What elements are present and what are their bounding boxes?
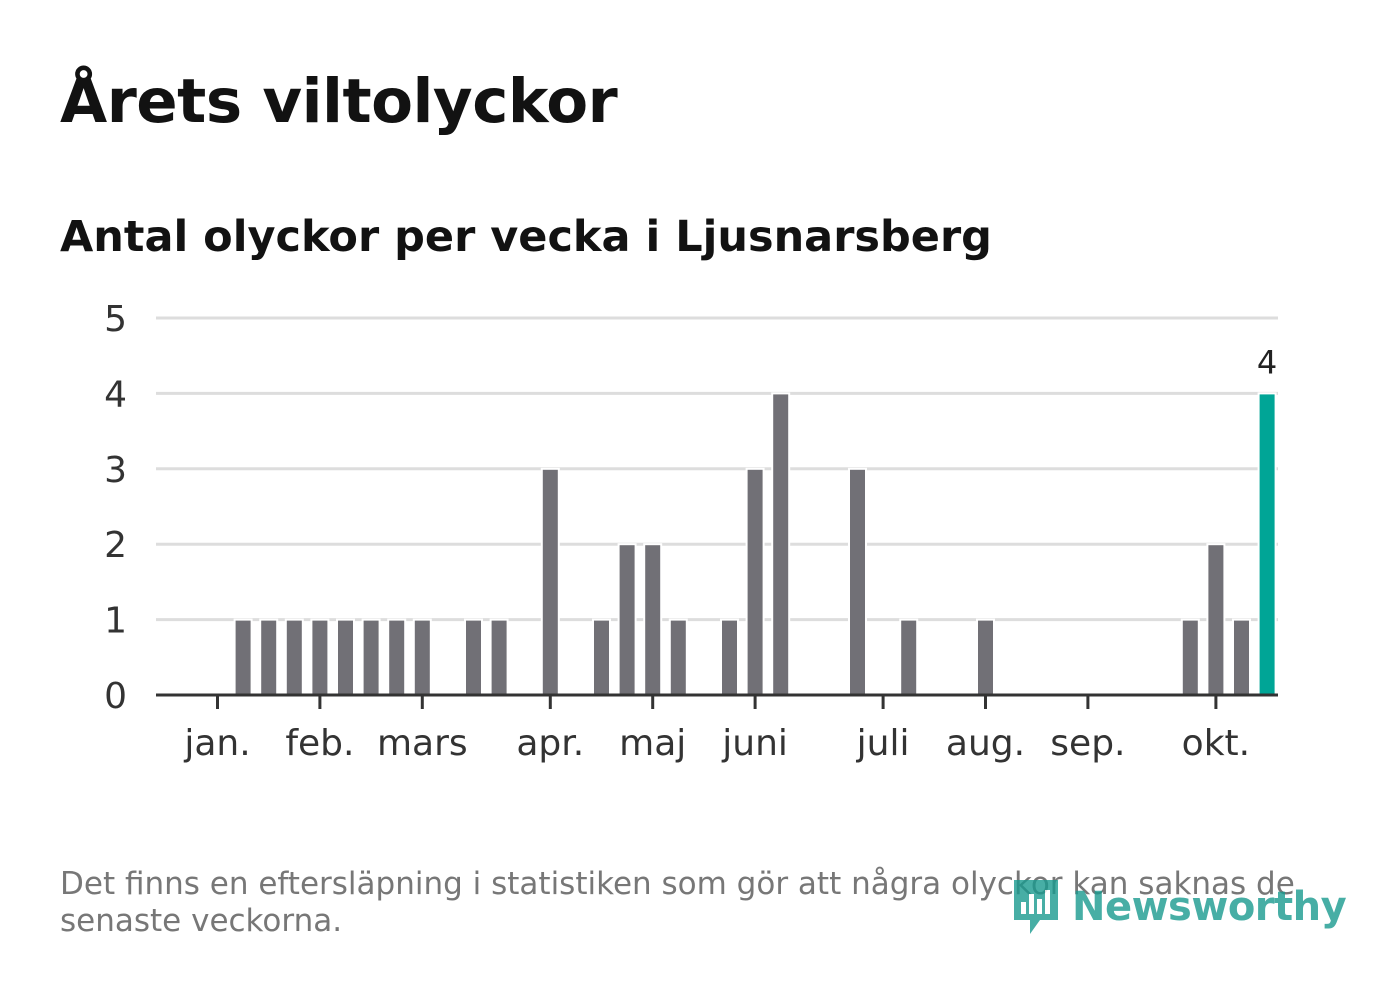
bar xyxy=(720,618,739,696)
x-tick-label: okt. xyxy=(1182,723,1250,764)
logo-text: Newsworthy xyxy=(1072,884,1347,930)
bar xyxy=(412,618,432,696)
y-tick-label: 5 xyxy=(104,299,127,340)
bar xyxy=(284,618,304,696)
chart-title: Årets viltolyckor xyxy=(60,66,618,137)
bar xyxy=(233,618,253,696)
bar xyxy=(592,618,611,696)
bar xyxy=(899,618,919,696)
x-tick-label: jan. xyxy=(183,723,250,764)
bar xyxy=(361,618,381,696)
bar xyxy=(668,618,688,696)
newsworthy-logo: Newsworthy xyxy=(1010,876,1347,938)
bar-chart: 0 1 2 3 4 5 jan. feb. mars apr. maj juni juli aug. sep… xyxy=(104,299,1278,764)
y-tick-label: 0 xyxy=(104,676,127,717)
bar xyxy=(1206,543,1226,697)
bar xyxy=(387,618,407,696)
x-tick-label: apr. xyxy=(516,723,584,764)
bar xyxy=(617,543,637,697)
y-tick-label: 1 xyxy=(104,601,127,642)
bar xyxy=(848,467,867,696)
chart-subtitle: Antal olyckor per vecka i Ljusnarsberg xyxy=(60,212,992,262)
y-tick-label: 4 xyxy=(104,374,127,415)
bar-highlight xyxy=(1257,392,1277,696)
bar xyxy=(310,618,330,696)
newsworthy-logo-icon xyxy=(1014,880,1058,934)
x-tick-label: mars xyxy=(377,723,468,764)
axes: 0 1 2 3 4 5 jan. feb. mars apr. maj juni juli aug. sep… xyxy=(104,299,1278,764)
bar xyxy=(540,467,560,696)
bar xyxy=(771,392,791,696)
bar xyxy=(1232,618,1251,696)
bar xyxy=(464,618,483,696)
footnote: Det finns en eftersläpning i statistiken… xyxy=(60,866,1295,939)
data-labels: 4 xyxy=(1257,343,1277,381)
x-tick-label: juni xyxy=(721,723,788,764)
x-tick-label: sep. xyxy=(1050,723,1125,764)
bar xyxy=(976,618,995,696)
bar xyxy=(643,543,663,697)
y-tick-label: 3 xyxy=(104,450,127,491)
x-tick-label: feb. xyxy=(285,723,354,764)
bar xyxy=(336,618,355,696)
bar xyxy=(489,618,509,696)
x-tick-label: aug. xyxy=(946,723,1025,764)
x-tick-label: maj xyxy=(619,723,686,764)
x-tick-label: juli xyxy=(856,723,910,764)
bar xyxy=(1180,618,1200,696)
bar xyxy=(745,467,765,696)
gridlines xyxy=(156,316,1278,622)
y-tick-label: 2 xyxy=(104,525,127,566)
bar xyxy=(259,618,279,696)
highlight-data-label: 4 xyxy=(1257,343,1277,381)
